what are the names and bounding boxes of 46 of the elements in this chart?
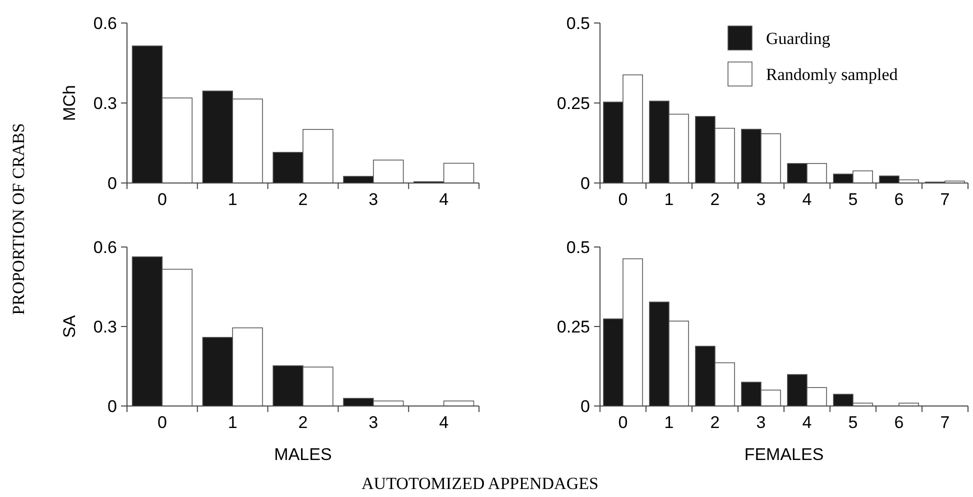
- x-tick-label: 0: [157, 190, 167, 209]
- x-tick-label: 5: [848, 413, 858, 432]
- y-tick-label: 0.5: [566, 238, 590, 257]
- x-tick-label: 7: [940, 413, 950, 432]
- legend-label: Randomly sampled: [766, 64, 898, 84]
- x-tick-label: 1: [664, 190, 674, 209]
- x-tick-label: 1: [228, 413, 238, 432]
- text: PROPORTION OF CRABS: [9, 123, 28, 315]
- x-tick-label: 3: [368, 413, 378, 432]
- x-tick-label: 4: [439, 413, 449, 432]
- y-tick-label: 0: [108, 396, 117, 416]
- y-axis-title: MCh: [60, 85, 79, 121]
- x-tick-label: 4: [802, 190, 812, 209]
- x-tick-label: 1: [228, 190, 238, 209]
- x-axis-title: MALES: [274, 445, 332, 464]
- x-tick-label: 0: [618, 413, 628, 432]
- x-tick-label: 6: [894, 190, 904, 209]
- y-tick-label: 0.25: [556, 94, 590, 113]
- x-tick-label: 2: [298, 413, 308, 432]
- x-tick-label: 1: [664, 413, 674, 432]
- x-tick-label: 2: [710, 190, 720, 209]
- x-tick-label: 0: [618, 190, 628, 209]
- y-tick-label: 0: [580, 396, 590, 416]
- y-tick-label: 0.5: [566, 14, 590, 33]
- x-tick-label: 0: [157, 413, 167, 432]
- x-tick-label: 6: [894, 413, 904, 432]
- x-tick-label: 3: [368, 190, 378, 209]
- y-tick-label: 0.25: [556, 317, 590, 336]
- y-tick-label: 0.3: [93, 94, 117, 113]
- x-tick-label: 3: [756, 413, 766, 432]
- legend-label: Guarding: [766, 28, 831, 48]
- x-tick-label: 7: [940, 190, 950, 209]
- x-tick-label: 3: [756, 190, 766, 209]
- x-tick-label: 4: [802, 413, 812, 432]
- x-axis-title: FEMALES: [744, 445, 824, 464]
- text: AUTOTOMIZED APPENDAGES: [362, 474, 598, 493]
- y-tick-label: 0: [108, 174, 117, 193]
- x-tick-label: 2: [298, 190, 308, 209]
- y-tick-label: 0.6: [93, 14, 117, 33]
- y-tick-label: 0: [580, 174, 590, 193]
- y-tick-label: 0.6: [93, 238, 117, 257]
- y-tick-label: 0.3: [93, 317, 117, 336]
- x-tick-label: 5: [848, 190, 858, 209]
- x-tick-label: 2: [710, 413, 720, 432]
- y-axis-title: SA: [60, 314, 79, 338]
- x-tick-label: 4: [439, 190, 449, 209]
